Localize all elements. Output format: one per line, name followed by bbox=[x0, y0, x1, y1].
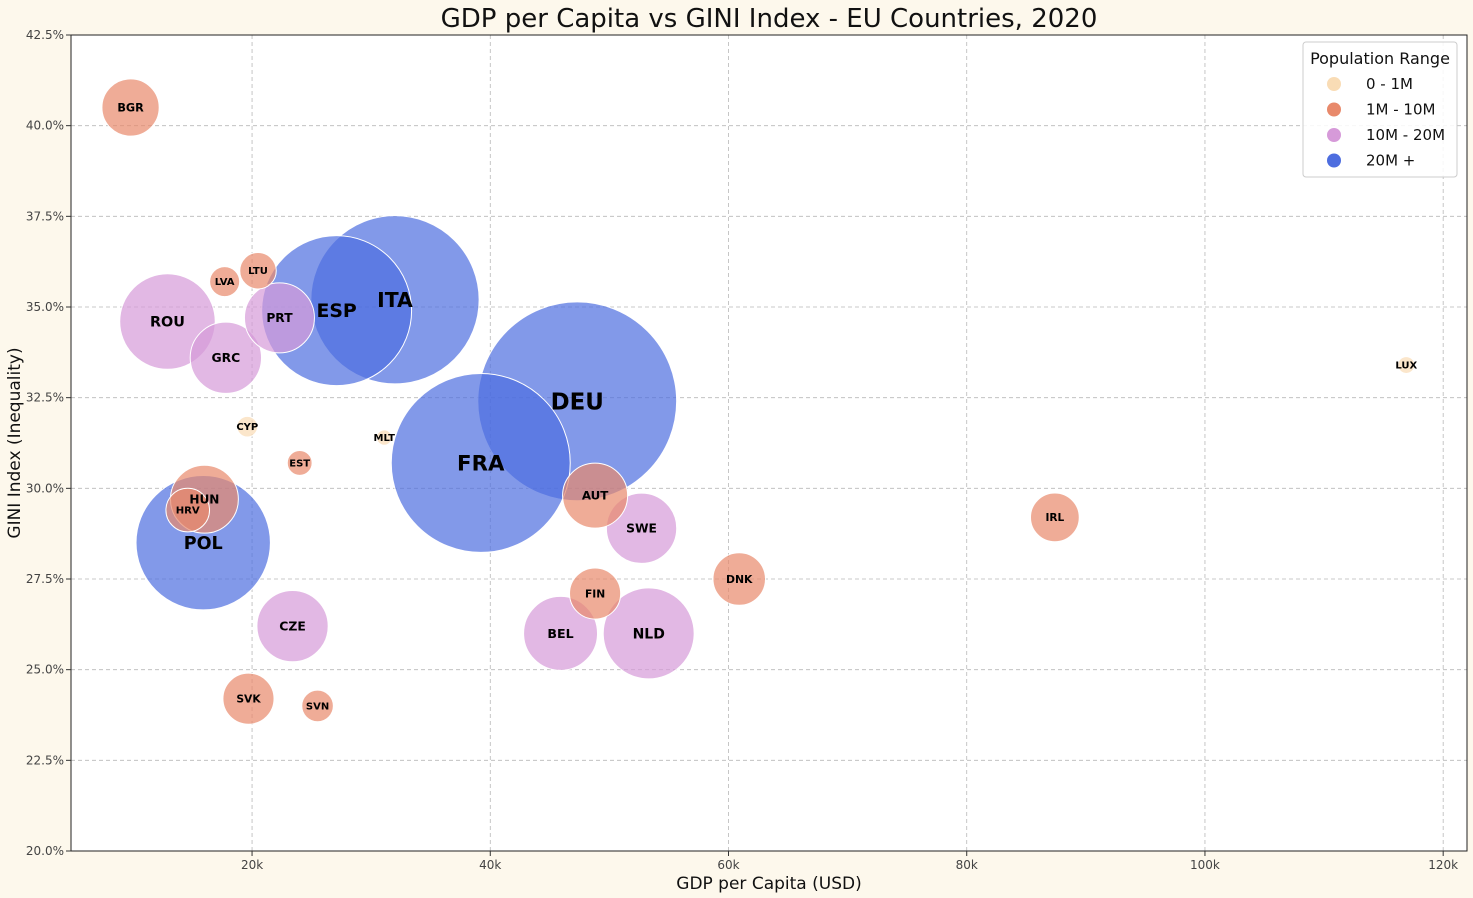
bubble-label-fin: FIN bbox=[585, 587, 605, 600]
bubble-label-bel: BEL bbox=[547, 626, 573, 641]
y-axis-label: GINI Index (Inequality) bbox=[5, 347, 25, 538]
legend-marker bbox=[1327, 77, 1341, 91]
bubble-label-prt: PRT bbox=[266, 311, 293, 325]
bubble-label-hrv: HRV bbox=[176, 506, 200, 517]
bubble-label-ltu: LTU bbox=[248, 266, 268, 277]
bubble-label-hun: HUN bbox=[189, 492, 219, 506]
bubble-rou bbox=[119, 273, 216, 370]
bubble-label-lva: LVA bbox=[215, 277, 235, 288]
bubble-label-grc: GRC bbox=[211, 351, 240, 365]
bubble-mlt bbox=[376, 429, 393, 446]
bubble-label-est: EST bbox=[289, 458, 310, 469]
bubble-svk bbox=[222, 672, 275, 725]
plot-frame bbox=[70, 34, 1468, 852]
bubble-label-irl: IRL bbox=[1046, 512, 1065, 524]
bubble-nld bbox=[602, 587, 695, 680]
bubble-label-cze: CZE bbox=[279, 619, 306, 633]
bubble-prt bbox=[243, 282, 315, 354]
bubble-lux bbox=[1397, 356, 1416, 374]
bubble-cyp bbox=[236, 415, 259, 438]
y-tick-label: 22.5% bbox=[26, 753, 64, 767]
legend-items: 0 - 1M 1M - 10M 10M - 20M 20M + bbox=[1327, 75, 1445, 170]
y-tick-label: 20.0% bbox=[26, 844, 64, 858]
bubble-label-bgr: BGR bbox=[117, 101, 144, 114]
bubble-label-rou: ROU bbox=[150, 315, 185, 331]
y-tick-label: 32.5% bbox=[26, 391, 64, 405]
x-tick-label: 60k bbox=[717, 858, 739, 872]
y-tick-label: 42.5% bbox=[26, 28, 64, 42]
bubble-label-dnk: DNK bbox=[726, 573, 753, 586]
bubble-lva bbox=[209, 266, 241, 298]
legend-label: 10M - 20M bbox=[1366, 126, 1445, 144]
x-tick-label: 40k bbox=[479, 858, 501, 872]
bubble-label-deu: DEU bbox=[551, 389, 604, 415]
bubble-labels: BGR LTU LVA ROU PRT GRC ESP ITA DEU FRA CYP MLT EST H… bbox=[117, 101, 1417, 712]
bubble-fra bbox=[390, 372, 571, 553]
y-tick-label: 30.0% bbox=[26, 481, 64, 495]
bubble-svn bbox=[301, 689, 334, 723]
bubble-label-mlt: MLT bbox=[374, 433, 396, 444]
y-axis-ticks: 20.0% 22.5% 25.0% 27.5% 30.0% 32.5% 35.0% 37.5%… bbox=[26, 28, 71, 858]
y-tick-label: 35.0% bbox=[26, 300, 64, 314]
x-tick-label: 100k bbox=[1190, 858, 1220, 872]
x-tick-label: 20k bbox=[241, 858, 263, 872]
bubble-est bbox=[286, 450, 313, 476]
plot-area bbox=[71, 35, 1467, 851]
legend-title: Population Range bbox=[1310, 49, 1450, 68]
bubble-label-aut: AUT bbox=[582, 489, 609, 503]
bubble-label-cyp: CYP bbox=[236, 422, 258, 433]
chart-title: GDP per Capita vs GINI Index - EU Countr… bbox=[441, 4, 1098, 34]
bubbles bbox=[101, 78, 1416, 725]
y-tick-label: 27.5% bbox=[26, 572, 64, 586]
legend-label: 20M + bbox=[1366, 152, 1415, 170]
bubble-cze bbox=[256, 589, 329, 663]
legend-marker bbox=[1327, 153, 1341, 168]
bubble-label-svk: SVK bbox=[236, 692, 261, 705]
x-tick-label: 120k bbox=[1428, 858, 1458, 872]
bubble-bgr bbox=[101, 78, 160, 137]
bubble-bel bbox=[523, 595, 599, 671]
bubble-aut bbox=[562, 462, 629, 529]
bubble-label-lux: LUX bbox=[1395, 361, 1417, 372]
bubble-label-svn: SVN bbox=[306, 701, 329, 712]
bubble-hrv bbox=[165, 487, 211, 533]
bubble-fin bbox=[569, 567, 622, 620]
bubble-label-esp: ESP bbox=[316, 300, 356, 322]
bubble-grc bbox=[189, 321, 263, 394]
bubble-irl bbox=[1029, 492, 1080, 543]
legend: Population Range 0 - 1M 1M - 10M 10M - 20M… bbox=[1302, 41, 1458, 178]
legend-marker bbox=[1327, 128, 1341, 142]
bubble-label-ita: ITA bbox=[377, 288, 413, 312]
legend-marker bbox=[1327, 102, 1341, 117]
legend-label: 0 - 1M bbox=[1366, 75, 1413, 93]
x-axis-ticks: 20k 40k 60k 80k 100k 120k bbox=[241, 851, 1458, 872]
legend-label: 1M - 10M bbox=[1366, 101, 1435, 119]
bubble-label-pol: POL bbox=[184, 534, 223, 554]
bubble-ltu bbox=[239, 251, 277, 290]
y-tick-label: 37.5% bbox=[26, 209, 64, 223]
bubble-label-nld: NLD bbox=[633, 626, 665, 642]
bubble-label-swe: SWE bbox=[626, 522, 657, 536]
bubble-dnk bbox=[712, 552, 766, 606]
y-tick-label: 25.0% bbox=[26, 663, 64, 677]
x-tick-label: 80k bbox=[956, 858, 978, 872]
x-axis-label: GDP per Capita (USD) bbox=[676, 874, 861, 894]
y-tick-label: 40.0% bbox=[26, 119, 64, 133]
legend-box bbox=[1302, 41, 1458, 178]
bubble-label-fra: FRA bbox=[457, 451, 505, 476]
